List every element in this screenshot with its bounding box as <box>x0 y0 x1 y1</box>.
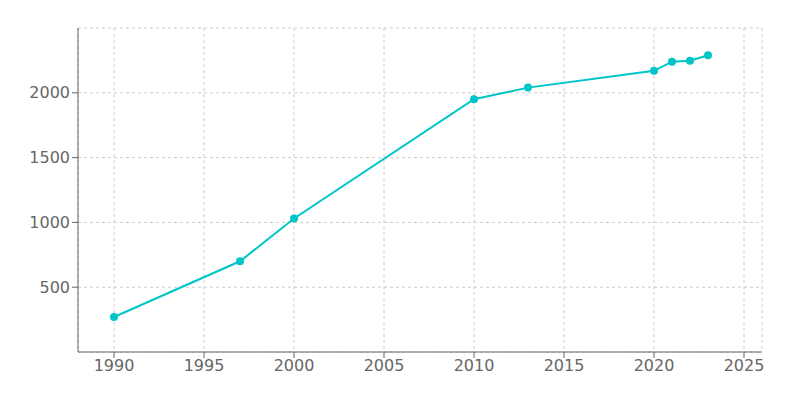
svg-text:1995: 1995 <box>184 356 225 375</box>
svg-text:2005: 2005 <box>364 356 405 375</box>
svg-text:2010: 2010 <box>454 356 495 375</box>
svg-text:1990: 1990 <box>94 356 135 375</box>
svg-text:2020: 2020 <box>634 356 675 375</box>
svg-text:2025: 2025 <box>724 356 765 375</box>
svg-text:2015: 2015 <box>544 356 585 375</box>
svg-text:1500: 1500 <box>29 148 70 167</box>
svg-text:500: 500 <box>39 278 70 297</box>
svg-text:2000: 2000 <box>29 83 70 102</box>
svg-text:2000: 2000 <box>274 356 315 375</box>
svg-text:1000: 1000 <box>29 213 70 232</box>
